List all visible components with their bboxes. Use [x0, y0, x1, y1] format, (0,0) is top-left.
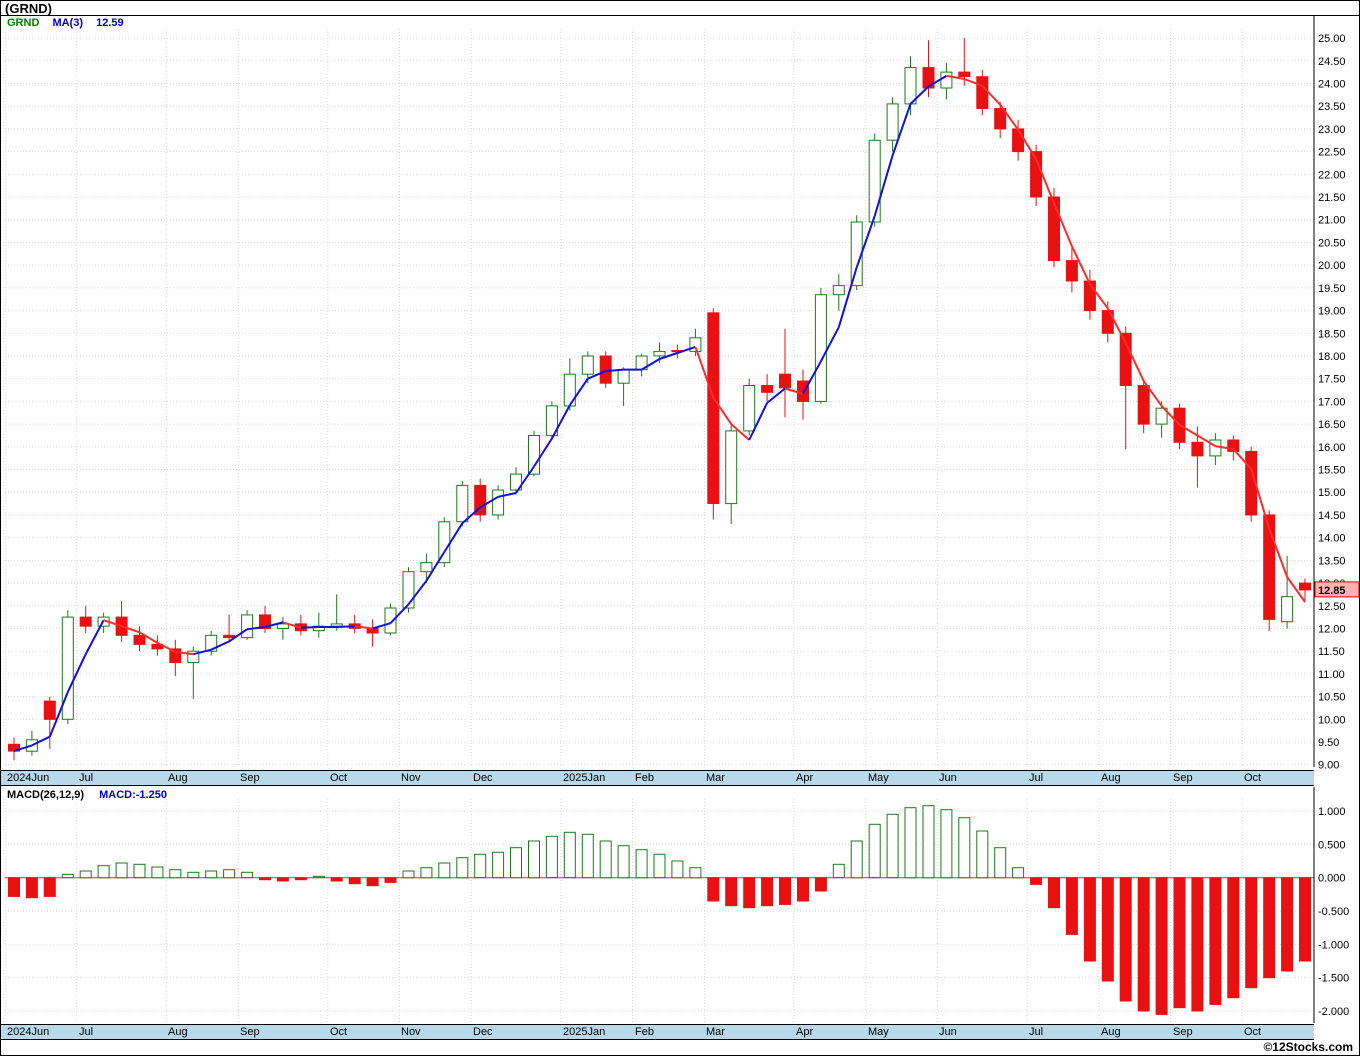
- svg-text:23.50: 23.50: [1318, 101, 1346, 113]
- price-chart-canvas[interactable]: 25.00 24.50 24.00 23.50 23.00 22.50 22.00 21.50…: [1, 1, 1359, 770]
- month-label: May: [868, 772, 889, 784]
- macd-value-label: MACD:-1.250: [99, 789, 167, 801]
- month-label: Dec: [473, 1026, 493, 1038]
- svg-text:14.00: 14.00: [1318, 533, 1346, 545]
- svg-text:16.00: 16.00: [1318, 442, 1346, 454]
- candlesticks: [8, 38, 1311, 761]
- svg-text:13.50: 13.50: [1318, 555, 1346, 567]
- svg-text:18.00: 18.00: [1318, 351, 1346, 363]
- date-axis-bottom: 2024Jun Jul Aug Sep Oct Nov Dec 2025Jan Feb Mar Ap…: [1, 1024, 1314, 1040]
- month-label: Jul: [79, 772, 94, 784]
- macd-chart-canvas[interactable]: 1.000 0.500 0.000 -0.500 -1.000 -1.500 -2.000: [1, 787, 1359, 1024]
- copyright[interactable]: ©12Stocks.com: [1263, 1040, 1353, 1054]
- month-label: Aug: [168, 1026, 188, 1038]
- month-label: Jul: [1029, 772, 1044, 784]
- last-price-tag: 12.85: [1314, 581, 1359, 598]
- svg-text:10.00: 10.00: [1318, 714, 1346, 726]
- svg-text:20.00: 20.00: [1318, 260, 1346, 272]
- svg-text:-2.000: -2.000: [1318, 1006, 1349, 1018]
- svg-text:-1.500: -1.500: [1318, 973, 1349, 985]
- svg-text:17.00: 17.00: [1318, 396, 1346, 408]
- price-axis-labels: 25.00 24.50 24.00 23.50 23.00 22.50 22.00 21.50…: [1318, 33, 1346, 770]
- macd-bars: [8, 805, 1311, 1015]
- svg-text:16.50: 16.50: [1318, 419, 1346, 431]
- month-label: 2025Jan: [563, 772, 606, 784]
- svg-text:11.50: 11.50: [1318, 646, 1345, 658]
- svg-text:22.50: 22.50: [1318, 147, 1346, 159]
- svg-text:24.00: 24.00: [1318, 79, 1346, 91]
- month-label: Dec: [473, 772, 493, 784]
- month-label: Oct: [330, 772, 348, 784]
- month-label: Apr: [796, 1026, 814, 1038]
- macd-grid: [4, 799, 1314, 1023]
- month-label: Jun: [939, 772, 957, 784]
- svg-text:15.50: 15.50: [1318, 465, 1346, 477]
- legend-symbol: GRND: [7, 17, 40, 29]
- month-label: Aug: [1101, 1026, 1121, 1038]
- svg-text:19.50: 19.50: [1318, 283, 1346, 295]
- month-label: Jul: [79, 1026, 94, 1038]
- svg-text:10.50: 10.50: [1318, 692, 1346, 704]
- page-title: (GRND): [5, 1, 52, 16]
- svg-text:24.50: 24.50: [1318, 56, 1346, 68]
- svg-text:19.00: 19.00: [1318, 306, 1346, 318]
- svg-text:21.50: 21.50: [1318, 192, 1346, 204]
- macd-legend: MACD(26,12,9) MACD:-1.250: [7, 789, 167, 801]
- svg-text:22.00: 22.00: [1318, 169, 1346, 181]
- month-label: 2025Jan: [563, 1026, 606, 1038]
- month-label: Aug: [168, 772, 188, 784]
- svg-text:0.500: 0.500: [1318, 839, 1346, 851]
- svg-text:12.50: 12.50: [1318, 601, 1346, 613]
- legend-ma-label: MA(3): [52, 17, 84, 29]
- svg-text:20.50: 20.50: [1318, 238, 1346, 250]
- month-label: Sep: [1173, 1026, 1193, 1038]
- month-label: 2024Jun: [7, 772, 50, 784]
- svg-text:25.00: 25.00: [1318, 33, 1346, 45]
- month-label: Apr: [796, 772, 814, 784]
- svg-text:9.50: 9.50: [1318, 737, 1339, 749]
- month-label: Oct: [1244, 772, 1262, 784]
- svg-text:23.00: 23.00: [1318, 124, 1346, 136]
- month-label: 2024Jun: [7, 1026, 50, 1038]
- svg-text:12.00: 12.00: [1318, 624, 1346, 636]
- month-label: Jul: [1029, 1026, 1044, 1038]
- month-label: Feb: [635, 772, 654, 784]
- svg-text:15.00: 15.00: [1318, 487, 1346, 499]
- month-label: May: [868, 1026, 889, 1038]
- macd-axis-labels: 1.000 0.500 0.000 -0.500 -1.000 -1.500 -2.000: [1318, 806, 1349, 1018]
- month-label: Feb: [635, 1026, 654, 1038]
- svg-text:-1.000: -1.000: [1318, 939, 1349, 951]
- svg-text:17.50: 17.50: [1318, 374, 1346, 386]
- month-label: Sep: [240, 1026, 260, 1038]
- month-label: Oct: [330, 1026, 348, 1038]
- month-label: Oct: [1244, 1026, 1262, 1038]
- svg-text:-0.500: -0.500: [1318, 906, 1349, 918]
- date-axis-top: 2024Jun Jul Aug Sep Oct Nov Dec 2025Jan Feb Mar Ap…: [1, 770, 1314, 786]
- month-label: Sep: [240, 772, 260, 784]
- svg-text:9.00: 9.00: [1318, 760, 1339, 770]
- month-label: Nov: [401, 772, 421, 784]
- macd-params-label: MACD(26,12,9): [7, 789, 85, 801]
- month-label: Aug: [1101, 772, 1121, 784]
- svg-text:12.85: 12.85: [1318, 585, 1346, 597]
- month-label: Mar: [706, 1026, 725, 1038]
- svg-text:11.00: 11.00: [1318, 669, 1345, 681]
- svg-text:0.000: 0.000: [1318, 873, 1346, 885]
- header-divider: [1, 15, 1359, 16]
- month-label: Sep: [1173, 772, 1193, 784]
- month-label: Nov: [401, 1026, 421, 1038]
- svg-text:18.50: 18.50: [1318, 328, 1346, 340]
- svg-text:21.00: 21.00: [1318, 215, 1346, 227]
- month-label: Mar: [706, 772, 725, 784]
- legend-ma-value: 12.59: [96, 17, 124, 29]
- price-chart-legend: GRND MA(3) 12.59: [7, 17, 134, 29]
- ma-line: [13, 74, 1306, 753]
- price-grid: [4, 29, 1314, 767]
- svg-text:14.50: 14.50: [1318, 510, 1346, 522]
- month-label: Jun: [939, 1026, 957, 1038]
- svg-text:1.000: 1.000: [1318, 806, 1346, 818]
